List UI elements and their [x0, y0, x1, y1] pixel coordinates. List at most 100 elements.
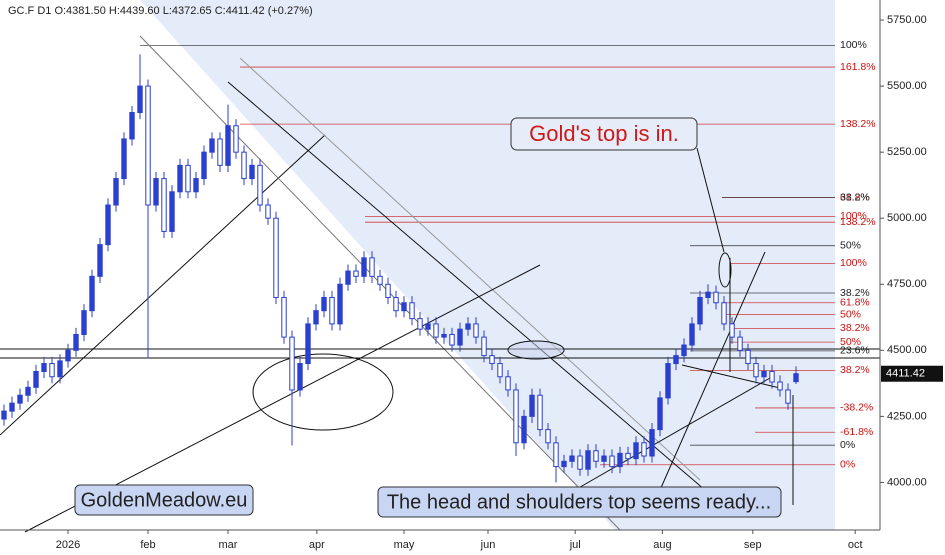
candle-body [385, 283, 391, 298]
pointer [696, 147, 725, 253]
x-tick-label: feb [140, 539, 155, 551]
fib-label: 38.2% [840, 287, 870, 299]
fib-label: 138.2% [840, 216, 876, 228]
candle-body [177, 164, 183, 193]
candle-body [489, 355, 495, 365]
callout-box [510, 117, 698, 151]
candle-body [273, 217, 279, 298]
candle-body [793, 373, 799, 383]
axis-panel [880, 0, 945, 555]
candle-body [297, 363, 303, 391]
candle-body [553, 442, 559, 468]
candle-body [49, 363, 55, 378]
candle-body [57, 360, 63, 378]
candle-body [345, 270, 351, 285]
candle-body [321, 296, 327, 312]
candle-body [9, 402, 15, 412]
last-price-box [881, 365, 943, 382]
candle-body [25, 386, 31, 396]
candle-body [777, 381, 783, 391]
candle-body [753, 363, 759, 378]
watermark-text: GoldenMeadow.eu [81, 489, 248, 511]
candle-body [33, 370, 39, 388]
fib-label: 50% [840, 239, 861, 251]
fib-label: 100% [840, 210, 867, 222]
fib-label: -38.2% [840, 402, 873, 414]
candle-body [561, 460, 567, 468]
note-text: The head and shoulders top seems ready..… [387, 491, 771, 513]
candle-body [769, 370, 775, 383]
candle-body [569, 455, 575, 462]
trendline [659, 251, 766, 491]
candle-body [729, 323, 735, 338]
fib-label: 50% [840, 336, 861, 348]
candle-body [473, 323, 479, 338]
candle-body [633, 442, 639, 460]
fib-label: 0% [840, 459, 855, 471]
candle-body [417, 318, 423, 330]
candle-body [673, 355, 679, 365]
ellipse [252, 353, 394, 431]
candles [1, 54, 799, 483]
candle-body [97, 244, 103, 277]
neckline [681, 364, 781, 389]
candle-body [241, 151, 247, 180]
candle-body [337, 283, 343, 325]
candle-body [585, 450, 591, 470]
candle-body [449, 333, 455, 346]
x-tick-label: sep [744, 539, 762, 551]
candle-body [289, 336, 295, 391]
candle-body [681, 344, 687, 357]
candle-body [217, 138, 223, 166]
fib-label: -61.8% [840, 426, 873, 438]
candle-body [209, 138, 215, 153]
candle-body [705, 291, 711, 298]
candle-body [401, 302, 407, 312]
candle-body [329, 296, 335, 325]
x-tick-label: may [394, 539, 415, 551]
candle-body [73, 333, 79, 351]
candle-body [361, 257, 367, 277]
candle-body [313, 310, 319, 325]
note-box [377, 486, 782, 518]
fib-label: 0% [840, 439, 855, 451]
fib-label: 161.8% [840, 61, 876, 73]
candle-body [481, 336, 487, 357]
x-tick-label: aug [653, 539, 671, 551]
trendline [574, 377, 771, 491]
candle-body [545, 429, 551, 444]
candle-body [665, 363, 671, 399]
y-tick-label: 5250.00 [887, 146, 927, 158]
fib-label: 23.6% [840, 345, 870, 357]
candle-body [593, 450, 599, 462]
callout-text: Gold's top is in. [529, 121, 679, 146]
candle-body [465, 323, 471, 330]
fib-label: 38.2% [840, 364, 870, 376]
y-tick-label: 4000.00 [887, 476, 927, 488]
candle-body [441, 333, 447, 338]
candle-body [537, 394, 543, 431]
candle-body [713, 291, 719, 304]
x-tick-label: mar [219, 539, 238, 551]
candle-body [105, 204, 111, 246]
y-tick-label: 4250.00 [887, 410, 927, 422]
candle-body [193, 178, 199, 193]
fib-label: 38.2% [840, 191, 870, 203]
fib-label: 100% [840, 39, 867, 51]
candle-body [657, 397, 663, 431]
candle-body [625, 452, 631, 460]
candle-body [81, 310, 87, 335]
candle-body [617, 452, 623, 468]
candle-body [89, 275, 95, 312]
y-tick-label: 5500.00 [887, 80, 927, 92]
candle-body [393, 296, 399, 312]
candle-body [185, 164, 191, 193]
candle-body [305, 323, 311, 365]
candle-body [41, 363, 47, 372]
ellipse [718, 252, 732, 288]
x-tick-label: oct [848, 539, 863, 551]
fib-label: 50% [840, 308, 861, 320]
trendline [239, 57, 701, 481]
candle-body [169, 191, 175, 232]
